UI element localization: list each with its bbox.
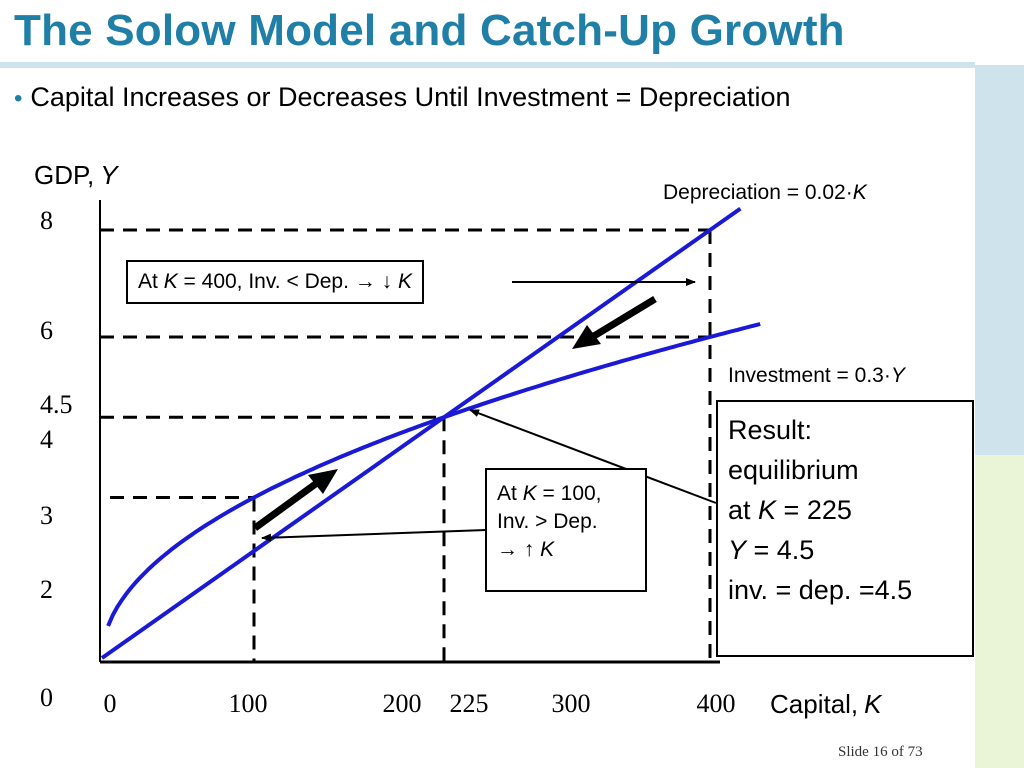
y-tick-label-4-5: 4.5 <box>40 390 73 419</box>
header-band <box>0 62 975 68</box>
x-tick-label-300: 300 <box>552 689 591 718</box>
side-decoration-green <box>975 455 1024 768</box>
y-tick-label-8: 8 <box>40 206 53 235</box>
x-tick-label-200: 200 <box>383 689 422 718</box>
y-axis-label: GDP, Y <box>34 160 119 190</box>
direction-arrow-up-shaft <box>252 477 324 531</box>
x-tick-label-0: 0 <box>104 689 117 718</box>
y-tick-label-3: 3 <box>40 501 53 530</box>
investment-label: Investment = 0.3·Y <box>728 364 907 387</box>
x-tick-labels: 0 100 200 225 300 400 <box>104 689 736 718</box>
x-tick-label-225: 225 <box>450 689 489 718</box>
side-decoration-blue <box>975 65 1024 455</box>
result-box: Result: equilibrium at K = 225 Y = 4.5 i… <box>716 400 974 657</box>
x-axis-label: Capital, K <box>770 689 883 719</box>
bullet-point: • Capital Increases or Decreases Until In… <box>14 82 791 113</box>
y-tick-labels: 0 2 3 4 4.5 6 8 <box>40 206 73 712</box>
series-depreciation-line <box>100 206 742 660</box>
series-investment-line <box>106 322 761 627</box>
x-tick-label-400: 400 <box>697 689 736 718</box>
depreciation-label: Depreciation = 0.02·K <box>663 181 868 204</box>
direction-arrow-down-head-icon <box>572 325 601 349</box>
bullet-dot-icon: • <box>14 85 23 112</box>
y-tick-label-2: 2 <box>40 575 53 604</box>
slide-number: Slide 16 of 73 <box>838 744 923 760</box>
y-tick-label-4: 4 <box>40 425 53 454</box>
direction-arrow-up-head-icon <box>308 469 338 494</box>
annotation-k100: At K = 100, Inv. > Dep. → ↑ K <box>485 468 647 592</box>
x-tick-label-100: 100 <box>229 689 268 718</box>
y-tick-label-6: 6 <box>40 316 53 345</box>
annotation-k400: At K = 400, Inv. < Dep. → ↓ K <box>126 260 424 304</box>
reference-lines <box>100 228 712 662</box>
direction-arrow-down-shaft <box>587 296 657 342</box>
y-tick-label-0: 0 <box>40 683 53 712</box>
slide-title: The Solow Model and Catch-Up Growth <box>14 6 845 55</box>
pointer-arrow-100 <box>261 529 487 542</box>
pointer-arrow-equilibrium <box>469 409 717 504</box>
bullet-text: Capital Increases or Decreases Until Inv… <box>30 82 791 112</box>
series-lines <box>100 206 761 660</box>
